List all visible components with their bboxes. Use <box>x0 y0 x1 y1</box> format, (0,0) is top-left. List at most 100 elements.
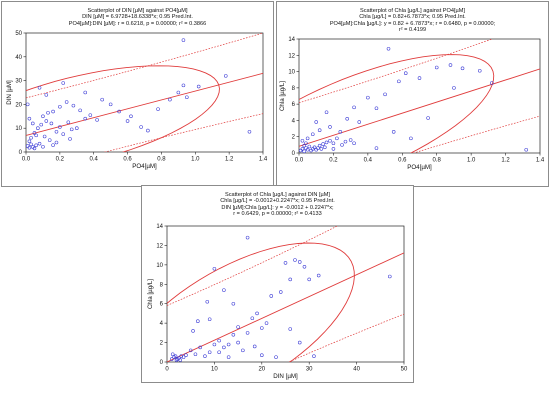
data-point <box>37 141 42 146</box>
data-point <box>319 147 324 151</box>
x-tick-label: 0.2 <box>329 158 338 164</box>
data-point <box>477 68 482 73</box>
data-point <box>36 126 40 130</box>
data-point <box>181 83 186 88</box>
data-point <box>343 139 348 144</box>
chart-title: Scatterplot of Chla [µg/L] against PO4[µ… <box>359 8 465 14</box>
data-point <box>78 108 82 113</box>
chart-subtitle-line: r = 0.6429, p = 0.00000; r² = 0.4133 <box>233 210 322 217</box>
y-tick-label: 4 <box>160 321 164 327</box>
data-point <box>302 149 306 153</box>
chart-subtitle-line: PO4[µM]:DIN [µM]: r = 0.6218, p = 0.0000… <box>68 20 207 27</box>
y-tick-label: 12 <box>288 53 295 59</box>
prediction-interval-lower <box>287 313 404 362</box>
data-point <box>226 342 231 347</box>
data-point <box>316 146 320 150</box>
regression-line <box>299 68 540 147</box>
data-point <box>386 46 391 51</box>
data-point <box>524 147 529 152</box>
x-tick-label: 0.6 <box>123 157 132 163</box>
data-point <box>417 76 422 80</box>
data-point <box>335 136 339 141</box>
data-point <box>328 139 332 143</box>
data-point <box>278 290 283 294</box>
x-tick-label: 0.8 <box>157 157 166 163</box>
data-point <box>297 260 302 264</box>
data-point <box>348 138 353 142</box>
data-point <box>205 299 210 304</box>
data-point <box>26 102 30 107</box>
data-point <box>42 134 47 139</box>
x-tick-label: 10 <box>211 367 218 373</box>
data-point <box>169 357 174 361</box>
x-tick-label: 30 <box>306 367 313 373</box>
x-tick-label: 0.4 <box>90 157 99 163</box>
data-point <box>247 129 252 134</box>
data-point <box>345 117 349 121</box>
prediction-interval-upper <box>299 39 494 104</box>
data-point <box>29 135 33 140</box>
chart-title-block: Scatterplot of DIN [µM] against PO4[µM] … <box>2 8 273 27</box>
data-point <box>30 121 35 126</box>
data-point <box>331 141 336 146</box>
data-point <box>374 146 379 150</box>
data-point <box>409 136 413 141</box>
data-point <box>75 126 79 130</box>
plot-frame <box>166 225 405 363</box>
data-point <box>297 340 302 345</box>
x-tick-label: 0 <box>165 367 169 373</box>
data-point <box>178 358 183 362</box>
scatter-plot-chla-vs-din: 0 10 20 30 40 50 0 2 4 6 8 10 12 14 DIN [µM] Chla [µg/L… <box>147 224 408 380</box>
data-point <box>83 116 88 121</box>
chart-subtitle-line: DIN [µM] = 6.9728+18.6338*x; 0.95 Pred.I… <box>82 14 193 21</box>
y-tick-label: 4 <box>292 118 296 124</box>
data-point <box>226 355 231 359</box>
chart-title: Scatterplot of Chla [µg/L] against DIN [… <box>224 192 330 198</box>
data-point <box>69 127 74 132</box>
x-tick-label: 0.4 <box>364 158 373 164</box>
scatter-plot-chla-vs-po4: 0.0 0.2 0.4 0.6 0.8 1.0 1.2 1.4 0 2 4 6 8 10 12 14 PO4[µ… <box>279 37 545 171</box>
data-point <box>252 344 257 349</box>
data-point <box>222 345 226 350</box>
data-point <box>245 235 250 240</box>
data-point <box>460 66 465 71</box>
y-tick-label: 0 <box>292 151 296 157</box>
data-point <box>217 350 221 355</box>
data-point <box>338 130 343 134</box>
data-point <box>44 119 49 123</box>
data-point <box>54 129 59 134</box>
data-point <box>231 333 236 337</box>
data-point <box>222 288 226 292</box>
data-point <box>324 140 329 145</box>
data-point <box>176 90 181 95</box>
chart-subtitle-line: r² = 0.4199 <box>398 26 427 33</box>
data-point <box>352 105 356 110</box>
data-point <box>310 132 315 137</box>
data-point <box>260 326 264 330</box>
data-point <box>316 273 321 278</box>
chart-subtitle-line: Chla [µg/L] = 0.82+6.7873*x; 0.95 Pred.I… <box>359 14 466 21</box>
data-point <box>71 103 76 108</box>
data-point <box>51 109 55 114</box>
prediction-interval-upper <box>26 33 263 99</box>
data-point <box>181 355 186 359</box>
y-tick-label: 14 <box>288 37 295 43</box>
data-point <box>170 352 175 357</box>
data-point <box>58 125 62 129</box>
data-point <box>51 143 55 147</box>
data-point <box>236 325 240 329</box>
data-point <box>264 321 269 325</box>
y-tick-label: 14 <box>156 224 163 230</box>
data-point <box>88 113 93 117</box>
data-point <box>490 81 494 85</box>
x-tick-label: 40 <box>353 367 360 373</box>
data-point <box>46 110 50 115</box>
x-tick-label: 1.0 <box>467 158 476 164</box>
y-tick-label: 10 <box>156 263 163 269</box>
data-point <box>32 146 37 151</box>
data-point <box>64 100 69 104</box>
chart-subtitle-line: PO4[µM]:Chla [µg/L]: y = 0.82 + 6.7873*x… <box>329 20 496 27</box>
data-point <box>212 342 217 347</box>
data-point <box>391 130 396 134</box>
data-point <box>168 97 172 102</box>
